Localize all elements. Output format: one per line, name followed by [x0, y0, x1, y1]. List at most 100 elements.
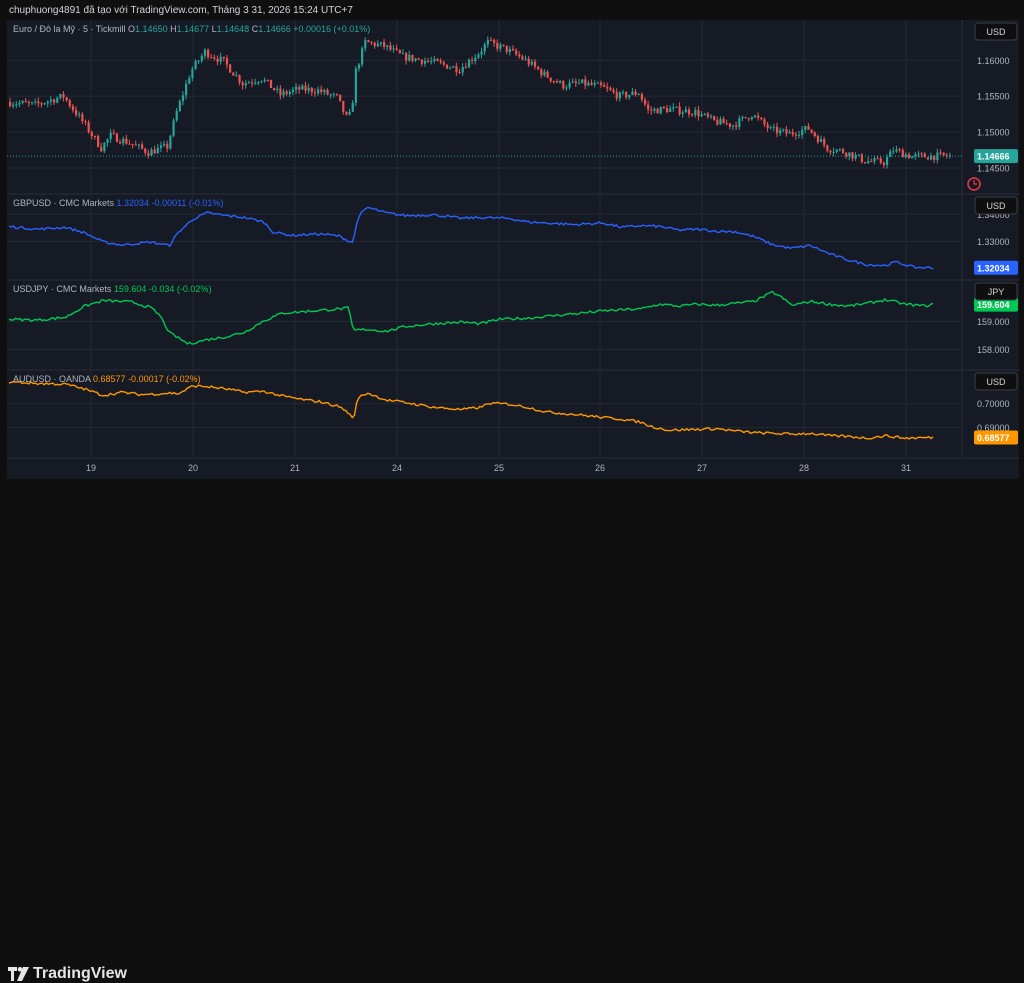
candle-body	[282, 91, 285, 96]
candle-body	[100, 146, 103, 152]
candle-body	[169, 135, 172, 149]
candle-body	[332, 93, 335, 95]
ohlc-l-label: L	[212, 24, 217, 34]
candle-body	[929, 155, 933, 160]
series-legend[interactable]: Euro / Đô la Mỹ · 5 · Tickmill O1.14650 …	[13, 24, 370, 34]
candle-body	[860, 154, 864, 163]
candle-body	[775, 126, 779, 134]
candle-body	[197, 60, 200, 62]
ohlc-change: +0.00016 (+0.01%)	[293, 24, 370, 34]
currency-button[interactable]: USD	[974, 372, 1018, 391]
series-legend[interactable]: GBPUSD · CMC Markets 1.32034 -0.00011 (-…	[13, 198, 223, 208]
candle-body	[53, 99, 56, 103]
candle-body	[728, 123, 732, 127]
candle-body	[562, 80, 565, 89]
candle-body	[263, 79, 266, 81]
candle-body	[854, 155, 857, 159]
candle-body	[552, 80, 555, 82]
candle-body	[295, 86, 298, 90]
candle-body	[647, 104, 650, 110]
candle-body	[741, 116, 744, 119]
ohlc-h-label: H	[170, 24, 177, 34]
series-legend[interactable]: USDJPY · CMC Markets 159.604 -0.034 (-0.…	[13, 284, 211, 294]
candle-body	[546, 71, 549, 78]
candle-body	[555, 81, 559, 83]
currency-button[interactable]: USD	[974, 196, 1018, 215]
candle-body	[288, 91, 291, 95]
footer: TradingView	[0, 479, 1024, 982]
candle-body	[273, 87, 276, 90]
currency-button[interactable]: JPY	[974, 282, 1018, 301]
candle-body	[879, 158, 882, 163]
candle-body	[889, 151, 892, 158]
candle-body	[379, 42, 383, 44]
candle-body	[103, 142, 106, 152]
series-line	[8, 206, 934, 270]
candle-body	[291, 89, 295, 92]
candle-body	[12, 104, 15, 107]
candle-body	[68, 100, 71, 107]
series-line	[8, 380, 934, 440]
candle-body	[584, 79, 587, 86]
series-legend[interactable]: AUDUSD · OANDA 0.68577 -0.00017 (-0.02%)	[13, 374, 201, 384]
chart-area[interactable]: 1.16000 1.15500 1.15000 1.14500 1.14666 Euro …	[7, 20, 1019, 479]
candle-body	[405, 53, 408, 61]
candle-body	[810, 129, 813, 133]
candle-body	[122, 138, 125, 144]
candle-body	[163, 143, 166, 146]
candle-body	[304, 85, 307, 91]
alarm-clock-icon[interactable]	[967, 177, 981, 191]
x-tick-label: 31	[901, 463, 911, 473]
candle-body	[483, 44, 486, 52]
pane-1[interactable]: 1.160001.155001.150001.145001.14666Euro …	[7, 20, 1018, 194]
ohlc-o-label: O	[128, 24, 135, 34]
candle-body	[433, 58, 436, 61]
candle-body	[659, 106, 662, 114]
candle-body	[87, 122, 90, 133]
candle-body	[609, 88, 612, 91]
candle-body	[320, 89, 323, 93]
candle-body	[477, 54, 480, 58]
top-bar: chuphuong4891 đã tạo với TradingView.com…	[0, 0, 1024, 20]
currency-button[interactable]: USD	[974, 22, 1018, 41]
candle-body	[709, 115, 713, 117]
candle-body	[845, 153, 848, 157]
candle-body	[565, 87, 568, 89]
candle-body	[791, 132, 794, 135]
chart-svg[interactable]: 1.160001.155001.150001.145001.14666Euro …	[7, 20, 1019, 479]
candle-body	[574, 81, 577, 84]
candle-body	[210, 57, 213, 59]
candle-body	[779, 130, 782, 134]
candle-body	[342, 101, 345, 112]
candle-body	[109, 132, 112, 140]
candle-body	[128, 143, 131, 145]
candle-body	[540, 69, 543, 76]
candle-body	[147, 152, 150, 156]
candle-body	[411, 54, 414, 61]
candle-body	[203, 49, 207, 56]
candle-body	[593, 83, 596, 85]
candle-body	[829, 150, 832, 153]
candle-body	[863, 162, 867, 164]
y-tick-label: 0.70000	[977, 399, 1010, 409]
candle-body	[461, 67, 464, 73]
candle-body	[166, 143, 169, 149]
candle-body	[687, 109, 691, 115]
candle-body	[84, 121, 87, 123]
candle-body	[939, 152, 942, 154]
candle-body	[533, 61, 537, 67]
candle-body	[766, 124, 769, 129]
candle-body	[40, 103, 43, 105]
candle-body	[125, 138, 128, 144]
candle-body	[376, 43, 379, 47]
candle-body	[907, 154, 911, 159]
candle-body	[530, 61, 533, 65]
candle-body	[835, 149, 838, 152]
candle-body	[24, 101, 27, 103]
candle-body	[662, 106, 666, 109]
candle-body	[141, 144, 144, 149]
candle-body	[31, 102, 34, 104]
